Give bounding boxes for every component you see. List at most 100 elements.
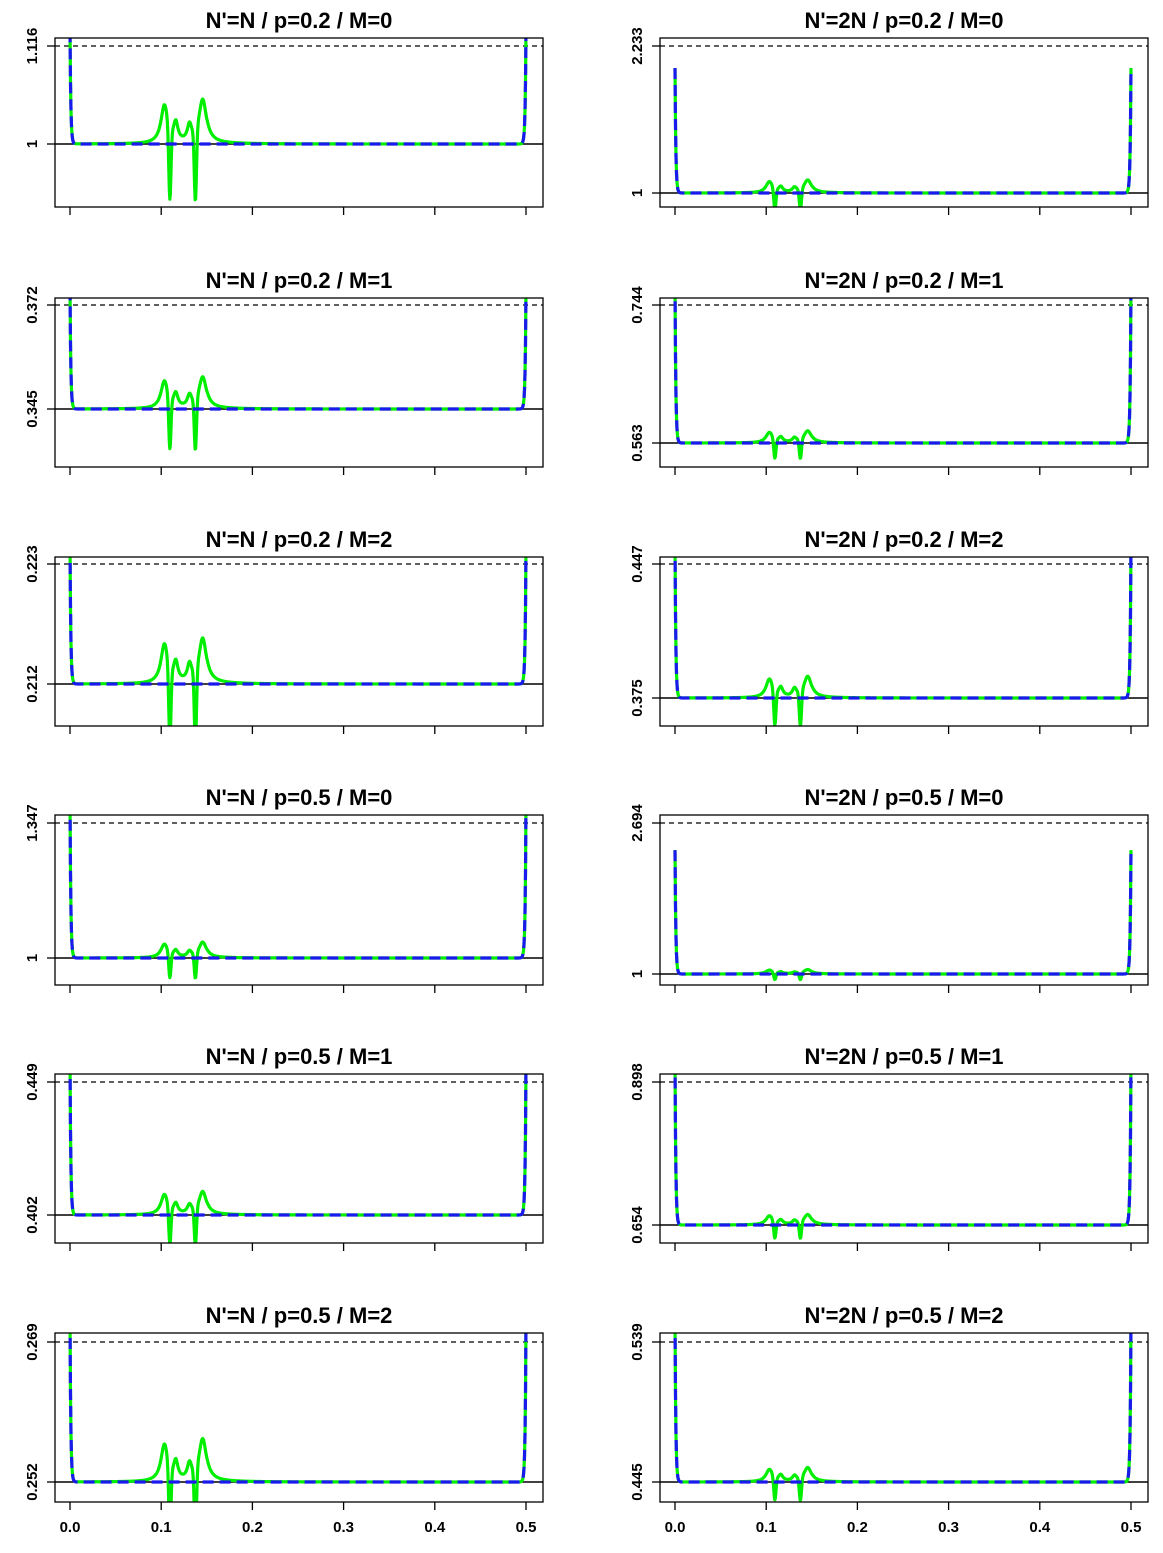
panel-title: N'=2N / p=0.2 / M=1 bbox=[804, 268, 1003, 293]
series-group bbox=[68, 1333, 528, 1502]
y-tick-label: 0.372 bbox=[24, 286, 41, 324]
x-tick-label: 0.3 bbox=[333, 1519, 354, 1536]
plot-frame bbox=[659, 1073, 1149, 1244]
panel-5: N'=N / p=0.2 / M=2 0.212 0.223 bbox=[24, 527, 544, 734]
y-tick-label: 0.744 bbox=[629, 286, 646, 324]
plot-frame bbox=[54, 1073, 544, 1244]
series-green-line bbox=[68, 815, 528, 980]
series-blue-dashed-line bbox=[673, 850, 1133, 976]
series-blue-dashed-line bbox=[68, 1333, 528, 1484]
y-tick-label: 0.539 bbox=[629, 1323, 646, 1361]
series-green-line bbox=[68, 1333, 528, 1502]
series-group bbox=[673, 557, 1133, 726]
series-green-line bbox=[673, 1074, 1133, 1240]
x-tick-label: 0.5 bbox=[516, 1519, 537, 1536]
series-group bbox=[68, 815, 528, 980]
panel-title: N'=2N / p=0.2 / M=2 bbox=[804, 527, 1003, 552]
x-tick-label: 0.4 bbox=[1029, 1519, 1051, 1536]
panel-title: N'=N / p=0.5 / M=2 bbox=[206, 1303, 393, 1328]
series-blue-dashed-line bbox=[68, 38, 528, 146]
y-tick-label: 0.223 bbox=[24, 545, 41, 583]
y-tick-label: 1.347 bbox=[24, 804, 41, 842]
series-blue-dashed-line bbox=[68, 815, 528, 960]
y-tick-label: 0.212 bbox=[24, 665, 41, 703]
series-blue-dashed-line bbox=[673, 1333, 1133, 1484]
x-tick-label: 0.1 bbox=[151, 1519, 172, 1536]
x-tick-label: 0.2 bbox=[847, 1519, 868, 1536]
series-green-line bbox=[673, 298, 1133, 460]
plot-frame bbox=[659, 1332, 1149, 1503]
y-tick-label: 0.449 bbox=[24, 1063, 41, 1101]
series-blue-dashed-line bbox=[673, 68, 1133, 195]
plot-frame bbox=[54, 1332, 544, 1503]
panel-title: N'=N / p=0.2 / M=0 bbox=[206, 8, 393, 33]
series-group bbox=[68, 38, 528, 202]
panel-title: N'=N / p=0.2 / M=2 bbox=[206, 527, 393, 552]
series-green-line bbox=[673, 67, 1133, 207]
series-blue-dashed-line bbox=[68, 557, 528, 686]
plot-frame bbox=[54, 556, 544, 727]
x-tick-label: 0.5 bbox=[1121, 1519, 1142, 1536]
series-blue-dashed-line bbox=[68, 1074, 528, 1217]
plot-frame bbox=[659, 556, 1149, 727]
x-tick-label: 0.2 bbox=[242, 1519, 263, 1536]
series-green-line bbox=[68, 38, 528, 202]
y-tick-label: 1 bbox=[24, 140, 41, 148]
panel-title: N'=N / p=0.2 / M=1 bbox=[206, 268, 393, 293]
y-tick-label: 2.233 bbox=[629, 27, 646, 65]
x-tick-label: 0.3 bbox=[938, 1519, 959, 1536]
panel-4: N'=2N / p=0.2 / M=1 0.563 0.744 bbox=[629, 268, 1149, 475]
panel-8: N'=2N / p=0.5 / M=0 1 2.694 bbox=[629, 785, 1149, 993]
series-group bbox=[673, 1074, 1133, 1240]
plot-frame bbox=[659, 297, 1149, 468]
panel-title: N'=2N / p=0.5 / M=2 bbox=[804, 1303, 1003, 1328]
panel-title: N'=2N / p=0.5 / M=1 bbox=[804, 1044, 1003, 1069]
y-tick-label: 0.252 bbox=[24, 1463, 41, 1501]
panel-9: N'=N / p=0.5 / M=1 0.402 0.449 bbox=[24, 1044, 544, 1251]
plot-frame bbox=[54, 814, 544, 986]
series-blue-dashed-line bbox=[673, 298, 1133, 445]
series-group bbox=[673, 298, 1133, 460]
y-tick-label: 0.375 bbox=[629, 679, 646, 717]
plot-frame bbox=[659, 814, 1149, 986]
y-tick-label: 1.116 bbox=[24, 28, 41, 65]
series-group bbox=[673, 1333, 1133, 1502]
panel-title: N'=N / p=0.5 / M=1 bbox=[206, 1044, 393, 1069]
series-group bbox=[68, 1074, 528, 1243]
series-green-line bbox=[68, 1074, 528, 1243]
panel-title: N'=2N / p=0.2 / M=0 bbox=[804, 8, 1003, 33]
y-tick-label: 2.694 bbox=[629, 804, 646, 842]
y-tick-label: 0.898 bbox=[629, 1063, 646, 1101]
series-green-line bbox=[673, 1333, 1133, 1502]
x-tick-label: 0.1 bbox=[756, 1519, 777, 1536]
panel-10: N'=2N / p=0.5 / M=1 0.654 0.898 bbox=[629, 1044, 1149, 1251]
y-tick-label: 0.447 bbox=[629, 545, 646, 583]
series-green-line bbox=[68, 298, 528, 451]
panel-3: N'=N / p=0.2 / M=1 0.345 0.372 bbox=[24, 268, 544, 475]
panel-11: N'=N / p=0.5 / M=2 0.252 0.269 0.0 0.1 0.2 0.3… bbox=[24, 1303, 544, 1536]
y-tick-label: 0.345 bbox=[24, 390, 41, 428]
series-group bbox=[673, 67, 1133, 207]
y-tick-label: 1 bbox=[24, 954, 41, 962]
panel-title: N'=N / p=0.5 / M=0 bbox=[206, 785, 393, 810]
panel-1: N'=N / p=0.2 / M=0 1 1.116 bbox=[24, 8, 544, 215]
series-blue-dashed-line bbox=[68, 298, 528, 411]
series-group bbox=[68, 298, 528, 451]
series-blue-dashed-line bbox=[673, 557, 1133, 700]
y-tick-label: 0.654 bbox=[629, 1206, 646, 1244]
series-green-line bbox=[68, 557, 528, 726]
series-group bbox=[68, 557, 528, 726]
panel-title: N'=2N / p=0.5 / M=0 bbox=[804, 785, 1003, 810]
series-group bbox=[673, 850, 1133, 982]
plot-frame bbox=[659, 37, 1149, 208]
x-tick-label: 0.4 bbox=[424, 1519, 446, 1536]
x-tick-label: 0.0 bbox=[665, 1519, 686, 1536]
plot-frame bbox=[54, 297, 544, 468]
panel-12: N'=2N / p=0.5 / M=2 0.445 0.539 0.0 0.1 0.2 0.… bbox=[629, 1303, 1149, 1536]
x-tick-label: 0.0 bbox=[60, 1519, 81, 1536]
series-green-line bbox=[673, 850, 1133, 982]
panel-7: N'=N / p=0.5 / M=0 1 1.347 bbox=[24, 785, 544, 993]
series-blue-dashed-line bbox=[673, 1074, 1133, 1227]
y-tick-label: 0.402 bbox=[24, 1196, 41, 1234]
